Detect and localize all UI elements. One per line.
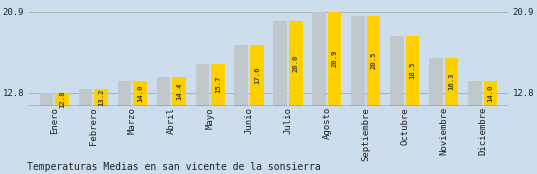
Text: 15.7: 15.7 — [215, 76, 221, 93]
Text: 12.8: 12.8 — [59, 90, 65, 108]
Bar — [40, 93, 54, 106]
Bar — [172, 77, 186, 106]
Text: Temperaturas Medias en san vicente de la sonsierra: Temperaturas Medias en san vicente de la… — [27, 162, 321, 172]
Bar — [429, 58, 442, 106]
Text: 20.0: 20.0 — [293, 54, 299, 72]
Bar — [367, 16, 380, 106]
Text: 14.0: 14.0 — [137, 84, 143, 102]
Bar — [95, 89, 108, 106]
Bar — [289, 21, 302, 106]
Text: 13.2: 13.2 — [98, 88, 104, 106]
Bar — [483, 81, 497, 106]
Bar — [79, 89, 92, 106]
Bar — [211, 64, 224, 106]
Bar — [133, 81, 147, 106]
Text: 20.5: 20.5 — [371, 52, 376, 69]
Bar — [405, 36, 419, 106]
Text: 14.4: 14.4 — [176, 82, 182, 100]
Bar — [351, 16, 365, 106]
Bar — [313, 12, 326, 106]
Bar — [118, 81, 132, 106]
Bar — [328, 12, 342, 106]
Bar — [468, 81, 482, 106]
Bar — [195, 64, 209, 106]
Text: 18.5: 18.5 — [410, 62, 416, 80]
Bar — [445, 58, 458, 106]
Bar — [157, 77, 170, 106]
Bar — [390, 36, 404, 106]
Text: 17.6: 17.6 — [254, 66, 260, 84]
Bar — [235, 45, 248, 106]
Text: 20.9: 20.9 — [332, 50, 338, 68]
Text: 16.3: 16.3 — [448, 73, 454, 90]
Bar — [55, 93, 69, 106]
Bar — [250, 45, 264, 106]
Bar — [273, 21, 287, 106]
Text: 14.0: 14.0 — [488, 84, 494, 102]
